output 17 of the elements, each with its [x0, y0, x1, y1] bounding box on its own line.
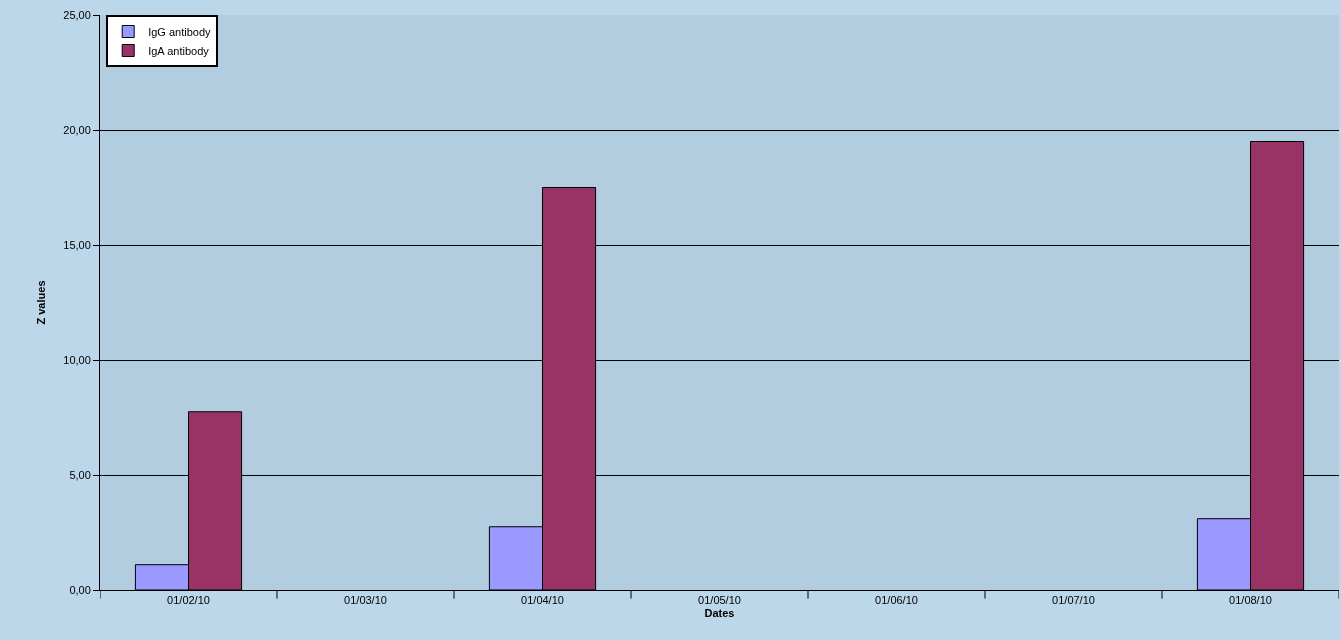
y-tick-label: 10,00 — [63, 353, 91, 366]
legend-label: IgA antibody — [148, 44, 210, 57]
x-tick-label: 01/02/10 — [167, 594, 210, 607]
x-tick-label: 01/07/10 — [1052, 594, 1095, 607]
y-tick-label: 5,00 — [69, 468, 91, 481]
x-tick-label: 01/08/10 — [1229, 594, 1272, 607]
y-tick-label: 0,00 — [69, 583, 91, 596]
legend-label: IgG antibody — [148, 25, 212, 38]
x-tick-label: 01/03/10 — [344, 594, 387, 607]
x-axis-title: Dates — [704, 607, 735, 620]
y-tick-label: 25,00 — [63, 8, 91, 21]
x-tick-label: 01/05/10 — [698, 594, 741, 607]
y-tick-label: 15,00 — [63, 238, 91, 251]
y-axis-title: Z values — [34, 280, 47, 325]
x-tick-label: 01/04/10 — [521, 594, 564, 607]
y-tick-label: 20,00 — [63, 123, 91, 136]
x-tick-label: 01/06/10 — [875, 594, 918, 607]
